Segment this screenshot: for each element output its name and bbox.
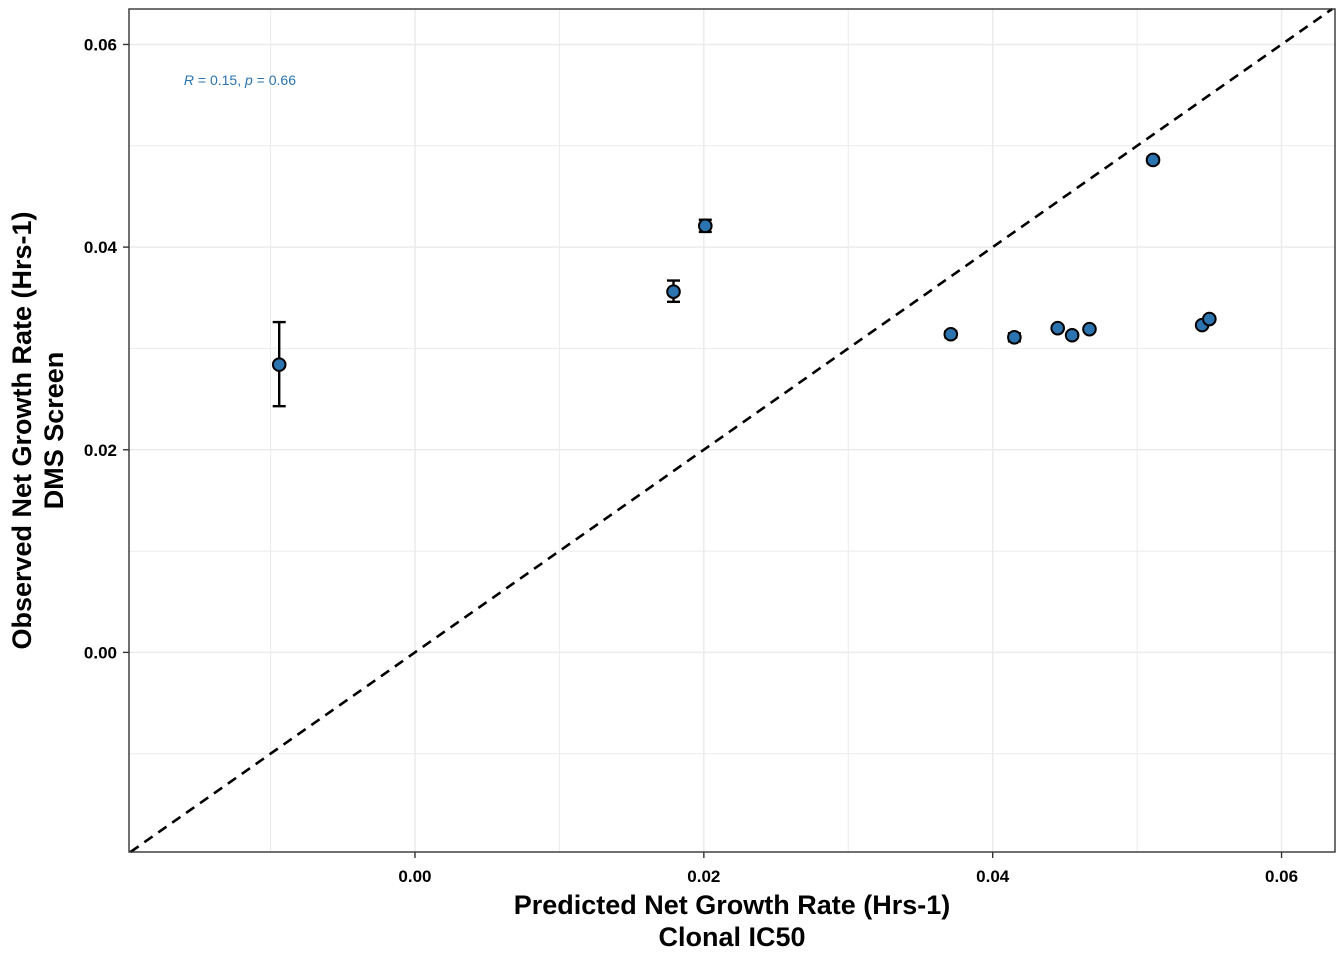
y-axis-title-line-2: DMS Screen: [39, 352, 69, 510]
y-tick-label: 0.06: [84, 35, 117, 54]
annotation-r-value: = 0.15,: [194, 72, 245, 88]
correlation-annotation: R = 0.15, p = 0.66: [184, 72, 296, 88]
data-point-8: [1082, 321, 1097, 337]
plot-panel-border: [128, 8, 1336, 853]
data-point-11: [1202, 311, 1217, 327]
x-axis-title-line-2: Clonal IC50: [658, 922, 805, 952]
y-tick-label: 0.00: [84, 643, 117, 662]
x-tick-label: 0.04: [976, 867, 1010, 886]
x-tick-label: 0.02: [687, 867, 720, 886]
point-marker: [1064, 327, 1080, 343]
reference-line-group: [129, 7, 1333, 854]
point-marker: [1145, 152, 1161, 168]
point-marker: [1007, 329, 1022, 345]
y-axis-title-line-1: Observed Net Growth Rate (Hrs-1): [7, 211, 37, 649]
annotation-p-value: = 0.66: [253, 72, 296, 88]
point-marker: [697, 218, 713, 234]
data-point-5: [1007, 329, 1022, 345]
y-axis: 0.00 0.02 0.04 0.06: [84, 35, 129, 662]
y-tick-label: 0.02: [84, 441, 117, 460]
x-tick-label: 0.00: [398, 867, 431, 886]
point-marker: [666, 284, 681, 299]
data-points: [271, 152, 1217, 408]
data-point-3: [697, 218, 713, 234]
annotation-p-symbol: p: [244, 72, 253, 88]
data-point-7: [1064, 327, 1080, 343]
data-point-1: [271, 320, 287, 408]
y-tick-label: 0.04: [84, 238, 118, 257]
data-point-6: [1050, 320, 1065, 336]
x-axis: 0.00 0.02 0.04 0.06: [398, 852, 1298, 886]
grid-lines: [129, 9, 1335, 852]
data-point-2: [666, 279, 681, 304]
data-point-9: [1145, 152, 1161, 168]
data-point-4: [943, 326, 959, 342]
identity-line: [129, 7, 1333, 854]
point-marker: [1082, 321, 1097, 337]
point-marker: [1202, 311, 1217, 327]
point-marker: [943, 326, 959, 342]
point-marker: [1050, 320, 1065, 336]
annotation-r-symbol: R: [184, 72, 194, 88]
x-axis-title-line-1: Predicted Net Growth Rate (Hrs-1): [514, 890, 951, 920]
x-tick-label: 0.06: [1265, 867, 1298, 886]
point-marker: [271, 357, 287, 372]
